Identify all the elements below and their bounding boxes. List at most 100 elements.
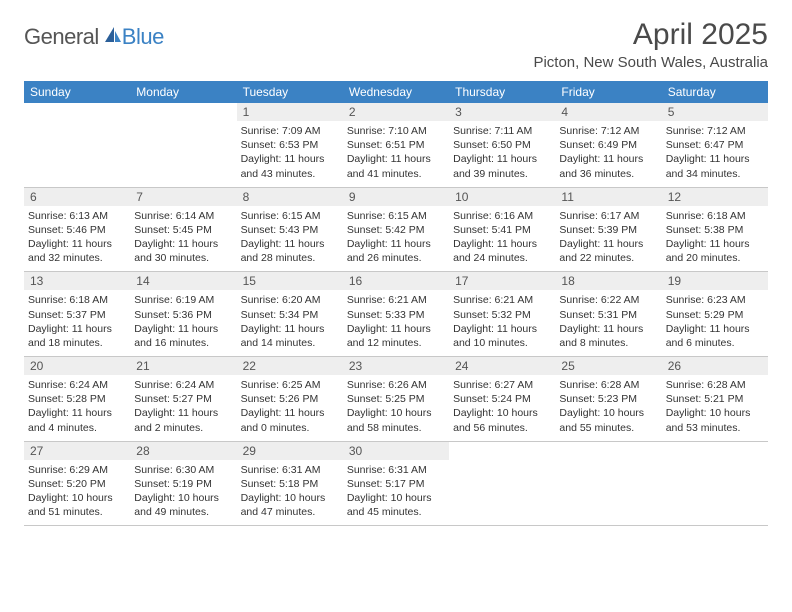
day-cell: 8Sunrise: 6:15 AMSunset: 5:43 PMDaylight… [237, 187, 343, 272]
sunrise-text: Sunrise: 6:18 AM [666, 209, 764, 223]
dl1-text: Daylight: 11 hours [347, 237, 445, 251]
dl2-text: and 8 minutes. [559, 336, 657, 350]
sunset-text: Sunset: 5:46 PM [28, 223, 126, 237]
dl2-text: and 26 minutes. [347, 251, 445, 265]
week-row: 27Sunrise: 6:29 AMSunset: 5:20 PMDayligh… [24, 441, 768, 526]
day-number: 23 [343, 357, 449, 375]
day-number: 14 [130, 272, 236, 290]
day-cell: 9Sunrise: 6:15 AMSunset: 5:42 PMDaylight… [343, 187, 449, 272]
day-cell [449, 441, 555, 526]
logo: General Blue [24, 24, 164, 50]
day-cell: 29Sunrise: 6:31 AMSunset: 5:18 PMDayligh… [237, 441, 343, 526]
dl2-text: and 43 minutes. [241, 167, 339, 181]
day-number: 8 [237, 188, 343, 206]
day-number: 7 [130, 188, 236, 206]
dl2-text: and 45 minutes. [347, 505, 445, 519]
sunrise-text: Sunrise: 6:27 AM [453, 378, 551, 392]
day-header-row: Sunday Monday Tuesday Wednesday Thursday… [24, 81, 768, 103]
day-cell [130, 103, 236, 187]
sunrise-text: Sunrise: 6:31 AM [347, 463, 445, 477]
day-cell: 15Sunrise: 6:20 AMSunset: 5:34 PMDayligh… [237, 272, 343, 357]
dl2-text: and 53 minutes. [666, 421, 764, 435]
dl1-text: Daylight: 11 hours [453, 152, 551, 166]
sunset-text: Sunset: 5:39 PM [559, 223, 657, 237]
dl1-text: Daylight: 11 hours [559, 237, 657, 251]
day-cell: 18Sunrise: 6:22 AMSunset: 5:31 PMDayligh… [555, 272, 661, 357]
sunrise-text: Sunrise: 6:21 AM [347, 293, 445, 307]
sunset-text: Sunset: 5:37 PM [28, 308, 126, 322]
day-cell: 10Sunrise: 6:16 AMSunset: 5:41 PMDayligh… [449, 187, 555, 272]
day-number: 3 [449, 103, 555, 121]
dl1-text: Daylight: 10 hours [134, 491, 232, 505]
day-number: 16 [343, 272, 449, 290]
sunrise-text: Sunrise: 6:17 AM [559, 209, 657, 223]
dl2-text: and 28 minutes. [241, 251, 339, 265]
dl2-text: and 55 minutes. [559, 421, 657, 435]
day-number: 1 [237, 103, 343, 121]
dl1-text: Daylight: 11 hours [559, 322, 657, 336]
sunrise-text: Sunrise: 6:18 AM [28, 293, 126, 307]
dl2-text: and 34 minutes. [666, 167, 764, 181]
dl1-text: Daylight: 11 hours [666, 152, 764, 166]
dl2-text: and 20 minutes. [666, 251, 764, 265]
day-number: 20 [24, 357, 130, 375]
dl1-text: Daylight: 11 hours [453, 237, 551, 251]
day-cell: 2Sunrise: 7:10 AMSunset: 6:51 PMDaylight… [343, 103, 449, 187]
dl1-text: Daylight: 10 hours [666, 406, 764, 420]
sunset-text: Sunset: 5:23 PM [559, 392, 657, 406]
calendar-table: Sunday Monday Tuesday Wednesday Thursday… [24, 81, 768, 526]
day-header: Thursday [449, 81, 555, 103]
dl1-text: Daylight: 11 hours [666, 237, 764, 251]
sunset-text: Sunset: 5:33 PM [347, 308, 445, 322]
sunrise-text: Sunrise: 6:20 AM [241, 293, 339, 307]
dl2-text: and 0 minutes. [241, 421, 339, 435]
day-header: Saturday [662, 81, 768, 103]
dl1-text: Daylight: 11 hours [347, 322, 445, 336]
sunset-text: Sunset: 5:42 PM [347, 223, 445, 237]
sunset-text: Sunset: 6:50 PM [453, 138, 551, 152]
sunset-text: Sunset: 6:53 PM [241, 138, 339, 152]
dl1-text: Daylight: 11 hours [559, 152, 657, 166]
title-block: April 2025 Picton, New South Wales, Aust… [533, 18, 768, 71]
dl2-text: and 16 minutes. [134, 336, 232, 350]
sunset-text: Sunset: 5:45 PM [134, 223, 232, 237]
dl2-text: and 14 minutes. [241, 336, 339, 350]
day-number: 21 [130, 357, 236, 375]
dl2-text: and 6 minutes. [666, 336, 764, 350]
sunset-text: Sunset: 5:17 PM [347, 477, 445, 491]
day-cell: 11Sunrise: 6:17 AMSunset: 5:39 PMDayligh… [555, 187, 661, 272]
day-cell: 20Sunrise: 6:24 AMSunset: 5:28 PMDayligh… [24, 357, 130, 442]
day-number: 22 [237, 357, 343, 375]
dl1-text: Daylight: 10 hours [241, 491, 339, 505]
day-cell [555, 441, 661, 526]
dl1-text: Daylight: 11 hours [241, 237, 339, 251]
sunrise-text: Sunrise: 6:16 AM [453, 209, 551, 223]
day-cell: 19Sunrise: 6:23 AMSunset: 5:29 PMDayligh… [662, 272, 768, 357]
sunrise-text: Sunrise: 6:22 AM [559, 293, 657, 307]
day-number: 12 [662, 188, 768, 206]
day-number: 27 [24, 442, 130, 460]
week-row: 1Sunrise: 7:09 AMSunset: 6:53 PMDaylight… [24, 103, 768, 187]
sunrise-text: Sunrise: 7:10 AM [347, 124, 445, 138]
sunrise-text: Sunrise: 6:19 AM [134, 293, 232, 307]
sunset-text: Sunset: 6:51 PM [347, 138, 445, 152]
dl2-text: and 24 minutes. [453, 251, 551, 265]
day-cell: 30Sunrise: 6:31 AMSunset: 5:17 PMDayligh… [343, 441, 449, 526]
sunset-text: Sunset: 5:25 PM [347, 392, 445, 406]
week-row: 6Sunrise: 6:13 AMSunset: 5:46 PMDaylight… [24, 187, 768, 272]
day-header: Monday [130, 81, 236, 103]
dl2-text: and 36 minutes. [559, 167, 657, 181]
day-cell: 26Sunrise: 6:28 AMSunset: 5:21 PMDayligh… [662, 357, 768, 442]
sunrise-text: Sunrise: 6:13 AM [28, 209, 126, 223]
dl1-text: Daylight: 10 hours [28, 491, 126, 505]
dl2-text: and 32 minutes. [28, 251, 126, 265]
sunset-text: Sunset: 5:31 PM [559, 308, 657, 322]
dl2-text: and 12 minutes. [347, 336, 445, 350]
day-cell: 4Sunrise: 7:12 AMSunset: 6:49 PMDaylight… [555, 103, 661, 187]
sunrise-text: Sunrise: 6:25 AM [241, 378, 339, 392]
dl1-text: Daylight: 11 hours [241, 406, 339, 420]
sunrise-text: Sunrise: 6:15 AM [347, 209, 445, 223]
logo-text-blue: Blue [122, 24, 164, 50]
dl1-text: Daylight: 10 hours [453, 406, 551, 420]
day-cell: 28Sunrise: 6:30 AMSunset: 5:19 PMDayligh… [130, 441, 236, 526]
